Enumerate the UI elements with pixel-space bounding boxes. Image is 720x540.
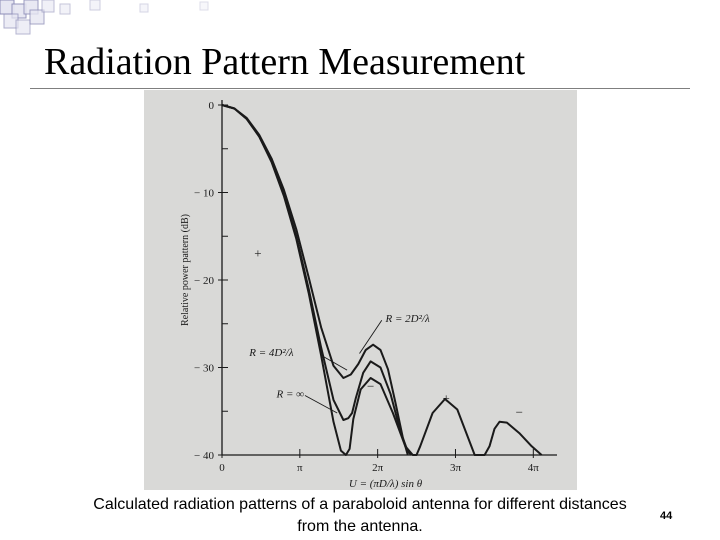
curve-label: R = 4D²/λ — [248, 347, 293, 359]
y-tick-label: − 10 — [194, 188, 214, 200]
radiation-pattern-chart: 0 − 10 − 20 − 30 − 40 0 π 2π 3π 4π Relative power … — [180, 100, 557, 490]
y-tick-label: − 30 — [194, 363, 214, 375]
curve-label: R = ∞ — [276, 388, 305, 400]
curve-label: R = 2D²/λ — [385, 313, 430, 325]
leader-line — [304, 395, 338, 414]
chart-axes: 0 − 10 − 20 − 30 − 40 0 π 2π 3π 4π Relative power … — [180, 100, 557, 490]
series-line — [221, 104, 413, 456]
chart-labels: R = 2D²/λ R = 4D²/λ R = ∞ + − + − — [248, 245, 523, 419]
y-axis-title: Relative power pattern (dB) — [180, 214, 191, 326]
lobe-sign-label: + — [254, 245, 261, 260]
decor-square — [41, 0, 55, 13]
caption-line-2: from the antenna. — [297, 518, 423, 535]
y-tick-label: − 20 — [194, 275, 214, 287]
decor-square — [59, 3, 71, 15]
decor-square — [29, 9, 45, 25]
x-tick-label: 4π — [528, 462, 540, 474]
x-tick-label: 2π — [372, 462, 384, 474]
title-rule — [30, 88, 690, 89]
leader-line — [320, 354, 348, 371]
lobe-sign-label: − — [367, 378, 374, 393]
decor-square — [89, 0, 101, 11]
y-tick-label: − 40 — [194, 450, 214, 462]
x-tick-label: π — [297, 462, 303, 474]
lobe-sign-label: − — [516, 405, 523, 420]
series-line — [221, 104, 409, 456]
figure-caption: Calculated radiation patterns of a parab… — [40, 494, 680, 538]
caption-line-1: Calculated radiation patterns of a parab… — [93, 496, 627, 513]
decor-square — [15, 19, 31, 35]
x-axis-title: U = (πD/λ) sin θ — [349, 478, 423, 490]
radiation-pattern-figure: 0 − 10 − 20 − 30 − 40 0 π 2π 3π 4π Relative power … — [144, 90, 577, 490]
decorative-squares — [0, 0, 209, 35]
page-number: 44 — [660, 510, 673, 522]
decor-square — [199, 1, 209, 11]
x-tick-label: 3π — [450, 462, 462, 474]
chart-series — [221, 104, 543, 456]
x-tick-label: 0 — [219, 462, 225, 474]
lobe-sign-label: + — [443, 391, 450, 406]
y-tick-label: 0 — [209, 100, 215, 112]
leader-line — [359, 319, 383, 354]
slide-title: Radiation Pattern Measurement — [44, 41, 526, 83]
decor-square — [139, 3, 149, 13]
